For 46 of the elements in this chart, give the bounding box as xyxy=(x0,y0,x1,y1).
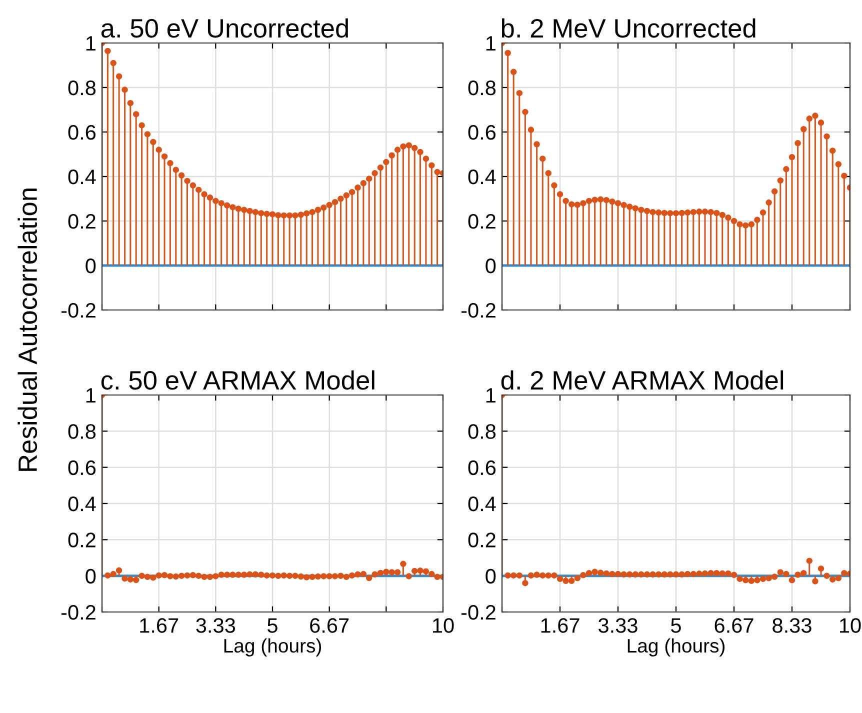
chart-title: c. 50 eV ARMAX Model xyxy=(101,370,374,390)
y-tick-label: 0.2 xyxy=(68,532,96,548)
y-tick-label: 0 xyxy=(486,568,496,584)
y-tick-label: -0.2 xyxy=(461,605,496,620)
x-tick-label: 6.67 xyxy=(310,618,349,633)
y-tick-label: 1 xyxy=(86,388,96,403)
x-axis-title: Lag (hours) xyxy=(224,638,322,656)
y-tick-label: 0.4 xyxy=(68,170,96,184)
x-tick-label: 6.67 xyxy=(714,618,754,633)
y-tick-label: 0 xyxy=(486,258,496,274)
x-tick-label: 1.67 xyxy=(140,618,178,633)
chart-title: b. 2 MeV Uncorrected xyxy=(502,18,756,38)
y-tick-label: 0 xyxy=(86,258,96,274)
y-tick-label: 0.4 xyxy=(68,496,96,512)
x-tick-label: 10 xyxy=(840,618,861,633)
y-tick-label: -0.2 xyxy=(61,605,96,620)
y-tick-label: 0.4 xyxy=(468,496,496,512)
y-tick-label: 0.6 xyxy=(68,460,96,476)
y-tick-label: 0.8 xyxy=(468,424,496,439)
x-tick-label: 3.33 xyxy=(196,618,236,633)
y-tick-label: 0.6 xyxy=(468,125,496,140)
x-tick-label: 5 xyxy=(671,618,681,633)
y-tick-label: 0.8 xyxy=(68,424,96,439)
y-tick-label: 0.2 xyxy=(68,214,96,229)
chart-title: a. 50 eV Uncorrected xyxy=(101,18,348,38)
x-tick-label: 8.33 xyxy=(772,618,812,633)
y-tick-label: 1 xyxy=(86,36,96,51)
x-tick-label: 10 xyxy=(433,618,454,633)
x-axis-title: Lag (hours) xyxy=(628,638,725,656)
y-tick-label: 0.8 xyxy=(68,80,96,96)
y-tick-label: 0.2 xyxy=(468,532,496,548)
x-tick-label: 5 xyxy=(268,618,278,633)
y-tick-label: 0.2 xyxy=(468,214,496,229)
x-tick-label: 1.67 xyxy=(541,618,580,633)
x-tick-label: 3.33 xyxy=(598,618,638,633)
y-tick-label: 0.8 xyxy=(468,80,496,96)
y-tick-label: 0.6 xyxy=(68,125,96,140)
y-tick-label: 0 xyxy=(86,568,96,584)
y-tick-label: 1 xyxy=(486,388,496,403)
y-tick-label: -0.2 xyxy=(61,303,96,318)
y-tick-label: -0.2 xyxy=(461,303,496,318)
y-tick-label: 0.4 xyxy=(468,170,496,184)
chart-title: d. 2 MeV ARMAX Model xyxy=(501,370,784,390)
y-tick-label: 0.6 xyxy=(468,460,496,476)
y-axis-title: Residual Autocorrelation xyxy=(18,188,38,471)
y-tick-label: 1 xyxy=(486,36,496,51)
